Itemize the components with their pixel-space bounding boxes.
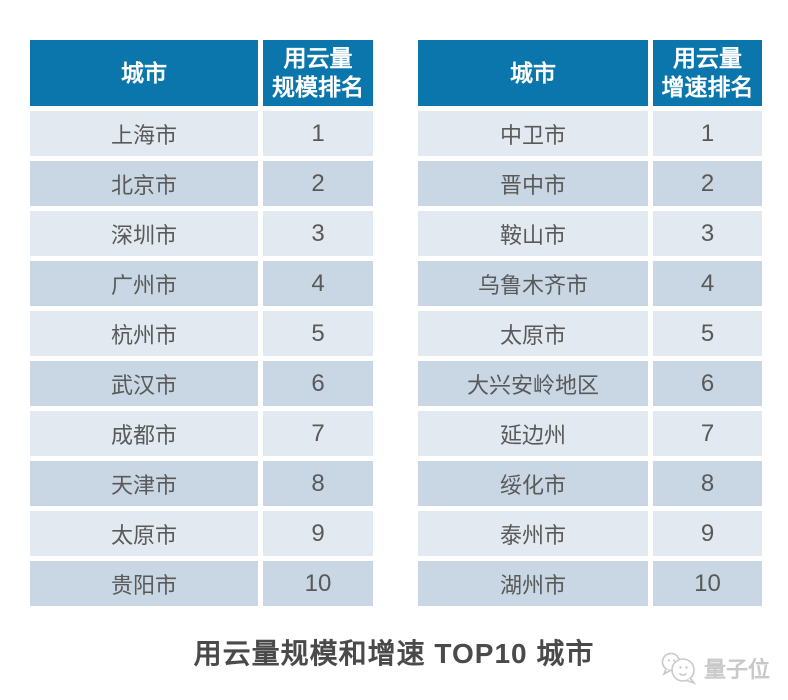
column-header-growth-rank: 用云量 增速排名 [653,40,762,106]
rank-cell: 1 [263,111,373,156]
city-cell: 中卫市 [418,111,648,156]
rank-cell: 9 [653,511,762,556]
rank-cell: 3 [263,211,373,256]
qbitai-logo-text: 量子位 [703,657,770,682]
city-cell: 大兴安岭地区 [418,361,648,406]
city-cell: 成都市 [30,411,258,456]
rank-cell: 2 [653,161,762,206]
figure-caption: 用云量规模和增速 TOP10 城市 [193,638,595,669]
city-cell: 乌鲁木齐市 [418,261,648,306]
city-cell: 晋中市 [418,161,648,206]
rank-cell: 10 [263,561,373,606]
rank-cell: 8 [263,461,373,506]
city-cell: 绥化市 [418,461,648,506]
rank-cell: 5 [653,311,762,356]
city-cell: 贵阳市 [30,561,258,606]
rank-cell: 7 [653,411,762,456]
rank-cell: 5 [263,311,373,356]
city-cell: 太原市 [30,511,258,556]
rank-cell: 9 [263,511,373,556]
city-cell: 泰州市 [418,511,648,556]
city-cell: 湖州市 [418,561,648,606]
header-line-1: 用云量 [283,45,353,71]
city-cell: 深圳市 [30,211,258,256]
column-header-city: 城市 [30,40,258,106]
city-cell: 太原市 [418,311,648,356]
qbitai-watermark: 量子位 [657,650,770,686]
city-cell: 鞍山市 [418,211,648,256]
city-cell: 延边州 [418,411,648,456]
city-cell: 武汉市 [30,361,258,406]
rank-cell: 8 [653,461,762,506]
rank-cell: 4 [263,261,373,306]
city-cell: 广州市 [30,261,258,306]
column-header-scale-rank: 用云量 规模排名 [263,40,373,106]
rank-cell: 7 [263,411,373,456]
rank-cell: 10 [653,561,762,606]
header-line-2: 规模排名 [272,74,364,100]
city-cell: 北京市 [30,161,258,206]
rank-cell: 6 [263,361,373,406]
header-line-2: 增速排名 [661,74,754,100]
column-header-city: 城市 [418,40,648,106]
city-cell: 杭州市 [30,311,258,356]
rank-cell: 6 [653,361,762,406]
city-cell: 天津市 [30,461,258,506]
rank-cell: 1 [653,111,762,156]
rank-cell: 4 [653,261,762,306]
qbitai-chat-bubbles-icon [661,652,697,685]
header-line-1: 用云量 [673,45,742,71]
rank-cell: 3 [653,211,762,256]
table-cloud-usage-scale-ranking: 城市 用云量 规模排名 上海市 1 北京市 2 深圳市 3 广州市 4 杭州市 5 武汉市 6 成都市 7… [30,40,373,606]
rank-cell: 2 [263,161,373,206]
table-cloud-usage-growth-ranking: 城市 用云量 增速排名 中卫市 1 晋中市 2 鞍山市 3 乌鲁木齐市 4 太原市 5 大兴安岭地区… [418,40,762,606]
city-cell: 上海市 [30,111,258,156]
